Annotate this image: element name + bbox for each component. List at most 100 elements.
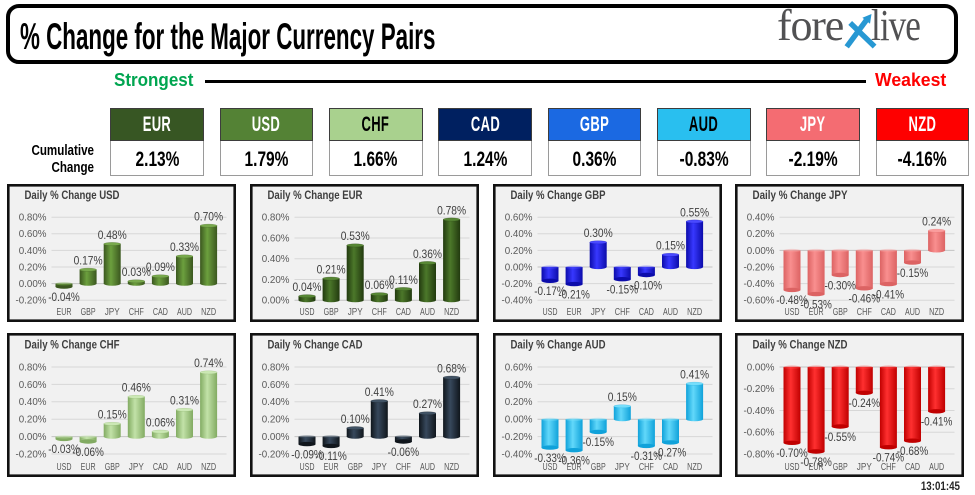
svg-text:0.30%: 0.30%: [583, 226, 612, 240]
svg-text:0.41%: 0.41%: [680, 368, 709, 382]
svg-text:0.60%: 0.60%: [19, 380, 47, 391]
svg-text:NZD: NZD: [444, 307, 459, 318]
svg-text:NZD: NZD: [687, 307, 702, 318]
svg-text:0.03%: 0.03%: [122, 265, 151, 279]
svg-text:CAD: CAD: [905, 462, 920, 473]
svg-text:AUD: AUD: [663, 307, 678, 318]
svg-text:JPY: JPY: [105, 307, 120, 318]
svg-text:0.15%: 0.15%: [607, 390, 636, 404]
svg-text:-0.20%: -0.20%: [743, 262, 774, 273]
svg-text:-0.09%: -0.09%: [291, 447, 323, 461]
svg-text:0.80%: 0.80%: [262, 362, 290, 373]
svg-text:-0.15%: -0.15%: [897, 266, 929, 280]
svg-text:0.00%: 0.00%: [19, 279, 47, 290]
svg-text:0.20%: 0.20%: [262, 275, 290, 286]
svg-text:CHF: CHF: [857, 307, 872, 318]
svg-text:0.00%: 0.00%: [747, 246, 775, 257]
svg-text:-0.15%: -0.15%: [582, 435, 614, 449]
svg-text:GBP: GBP: [348, 462, 363, 473]
svg-text:0.60%: 0.60%: [504, 213, 532, 224]
svg-text:0.80%: 0.80%: [19, 213, 47, 224]
svg-text:CHF: CHF: [129, 307, 144, 318]
svg-text:NZD: NZD: [687, 462, 702, 473]
svg-text:0.60%: 0.60%: [19, 229, 47, 240]
svg-text:Daily % Change GBP: Daily % Change GBP: [510, 188, 605, 202]
svg-text:USD: USD: [542, 462, 557, 473]
svg-text:0.27%: 0.27%: [413, 397, 442, 411]
svg-text:JPY: JPY: [372, 462, 387, 473]
svg-text:AUD: AUD: [929, 462, 944, 473]
svg-text:0.78%: 0.78%: [437, 203, 466, 217]
svg-text:0.74%: 0.74%: [194, 356, 223, 370]
svg-text:0.60%: 0.60%: [262, 233, 290, 244]
svg-text:0.17%: 0.17%: [74, 254, 103, 268]
svg-text:-0.78%: -0.78%: [800, 455, 832, 469]
svg-text:0.48%: 0.48%: [98, 228, 127, 242]
svg-text:-0.10%: -0.10%: [630, 278, 662, 292]
svg-text:-0.40%: -0.40%: [501, 296, 532, 307]
svg-text:-0.11%: -0.11%: [315, 449, 347, 463]
svg-text:0.20%: 0.20%: [747, 229, 775, 240]
svg-text:-0.06%: -0.06%: [388, 445, 420, 459]
svg-text:CHF: CHF: [372, 307, 387, 318]
svg-text:USD: USD: [300, 462, 315, 473]
svg-text:0.20%: 0.20%: [262, 415, 290, 426]
svg-text:NZD: NZD: [201, 462, 216, 473]
svg-text:NZD: NZD: [929, 307, 944, 318]
svg-text:0.80%: 0.80%: [19, 362, 47, 373]
svg-text:AUD: AUD: [177, 307, 192, 318]
svg-text:CAD: CAD: [396, 307, 411, 318]
svg-text:0.40%: 0.40%: [747, 213, 775, 224]
svg-text:0.10%: 0.10%: [341, 412, 370, 426]
svg-text:NZD: NZD: [201, 307, 216, 318]
svg-text:-0.24%: -0.24%: [849, 396, 881, 410]
svg-text:-0.27%: -0.27%: [654, 446, 686, 460]
svg-text:CAD: CAD: [153, 307, 168, 318]
svg-text:0.20%: 0.20%: [504, 246, 532, 257]
svg-text:0.00%: 0.00%: [504, 262, 532, 273]
svg-text:EUR: EUR: [566, 462, 581, 473]
svg-text:-0.20%: -0.20%: [15, 449, 46, 460]
svg-text:-0.20%: -0.20%: [15, 296, 46, 307]
svg-text:USD: USD: [57, 462, 72, 473]
svg-text:0.06%: 0.06%: [365, 278, 394, 292]
svg-text:AUD: AUD: [177, 462, 192, 473]
svg-text:0.06%: 0.06%: [146, 415, 175, 429]
svg-text:CAD: CAD: [663, 462, 678, 473]
svg-text:-0.80%: -0.80%: [743, 449, 774, 460]
svg-text:-0.15%: -0.15%: [606, 283, 638, 297]
svg-text:USD: USD: [542, 307, 557, 318]
svg-text:AUD: AUD: [420, 462, 435, 473]
svg-text:GBP: GBP: [81, 307, 96, 318]
svg-text:0.00%: 0.00%: [19, 432, 47, 443]
svg-text:0.55%: 0.55%: [680, 205, 709, 219]
svg-text:USD: USD: [300, 307, 315, 318]
svg-text:0.70%: 0.70%: [194, 210, 223, 224]
svg-text:Daily % Change USD: Daily % Change USD: [25, 188, 120, 202]
svg-text:JPY: JPY: [348, 307, 363, 318]
svg-text:GBP: GBP: [590, 462, 605, 473]
svg-text:0.40%: 0.40%: [19, 246, 47, 257]
svg-text:-0.30%: -0.30%: [824, 278, 856, 292]
svg-text:-0.60%: -0.60%: [743, 296, 774, 307]
svg-text:USD: USD: [785, 307, 800, 318]
svg-text:0.20%: 0.20%: [504, 397, 532, 408]
svg-text:-0.40%: -0.40%: [743, 406, 774, 417]
svg-text:0.36%: 0.36%: [413, 247, 442, 261]
svg-text:-0.41%: -0.41%: [873, 287, 905, 301]
svg-text:-0.17%: -0.17%: [534, 284, 566, 298]
svg-text:EUR: EUR: [809, 307, 824, 318]
svg-text:-0.41%: -0.41%: [921, 415, 953, 429]
svg-text:JPY: JPY: [857, 462, 872, 473]
svg-text:NZD: NZD: [444, 462, 459, 473]
svg-text:CAD: CAD: [638, 307, 653, 318]
svg-text:-0.68%: -0.68%: [897, 444, 929, 458]
svg-text:-0.04%: -0.04%: [48, 290, 80, 304]
svg-text:0.80%: 0.80%: [262, 213, 290, 224]
svg-text:CHF: CHF: [881, 462, 896, 473]
svg-text:-0.03%: -0.03%: [48, 442, 80, 456]
svg-text:0.24%: 0.24%: [922, 215, 951, 229]
svg-text:0.00%: 0.00%: [262, 296, 290, 307]
svg-text:0.60%: 0.60%: [262, 380, 290, 391]
svg-text:0.46%: 0.46%: [122, 381, 151, 395]
